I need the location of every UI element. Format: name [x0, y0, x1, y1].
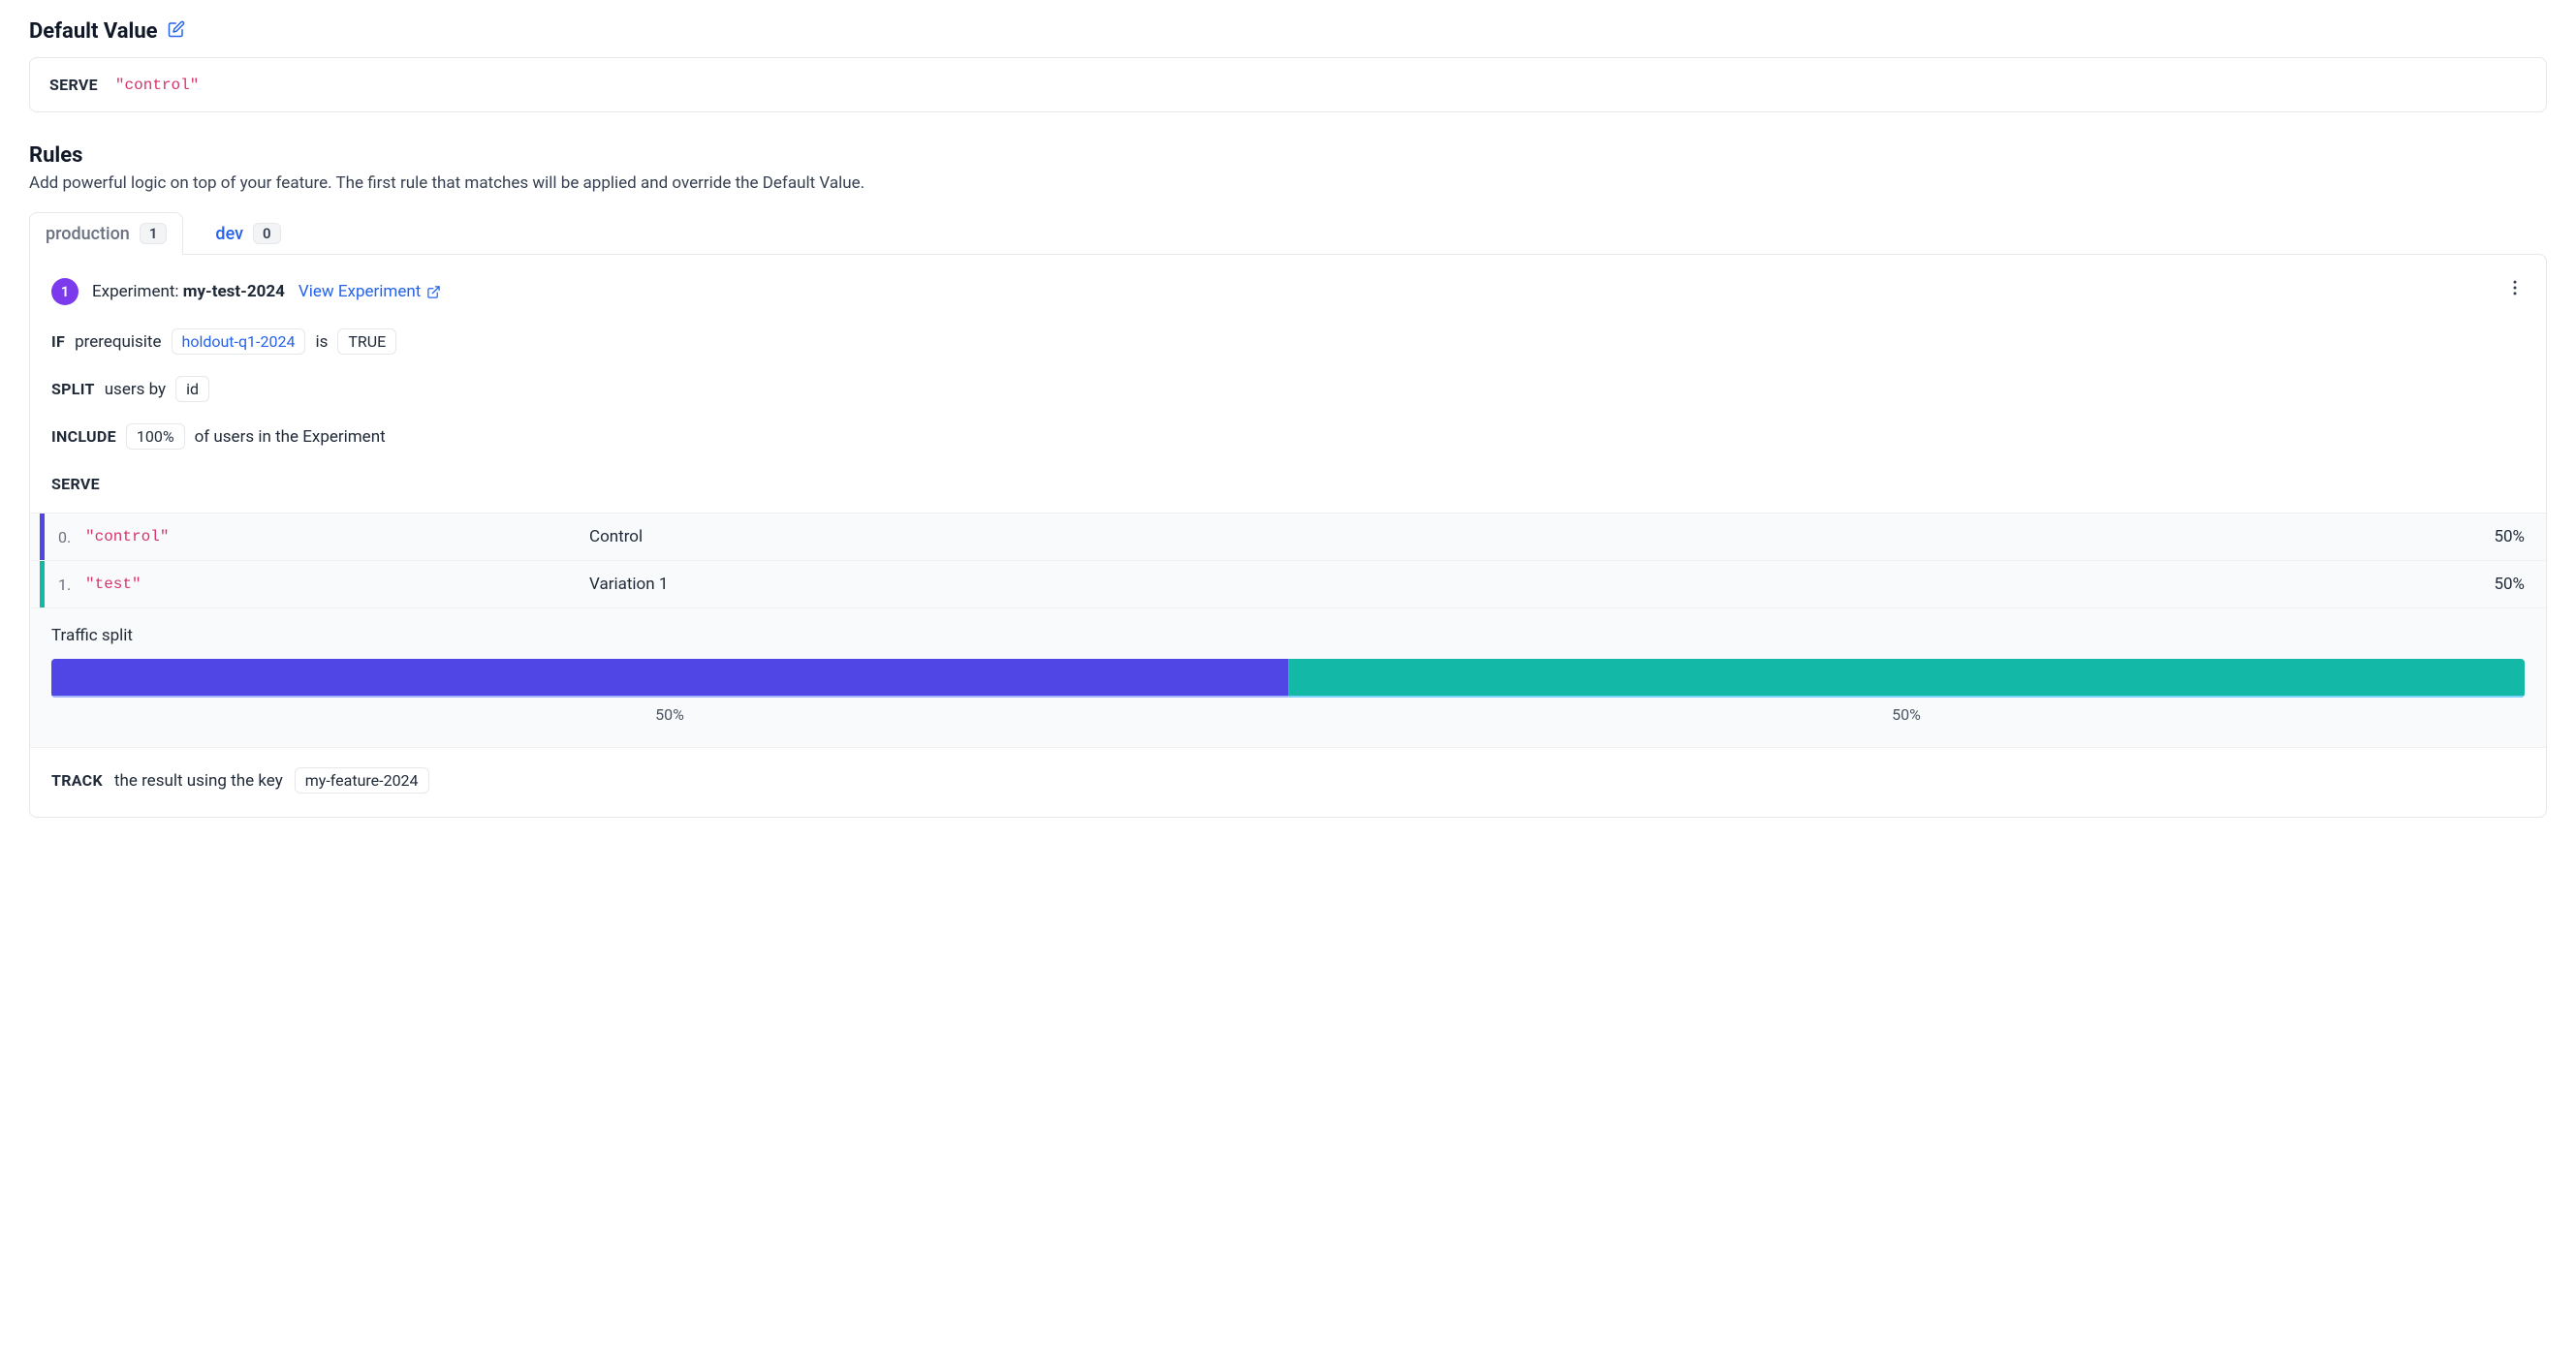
rules-panel: 1 Experiment: my-test-2024 View Experime…	[29, 254, 2547, 818]
tab-dev[interactable]: dev 0	[199, 212, 297, 255]
variation-key: "control"	[85, 528, 589, 545]
rule-title: Experiment: my-test-2024	[92, 282, 285, 301]
rule-if-line: IF prerequisite holdout-q1-2024 is TRUE	[30, 323, 2546, 360]
split-text: users by	[105, 380, 166, 399]
rule-serve-header: SERVE	[30, 465, 2546, 503]
view-experiment-text: View Experiment	[298, 282, 421, 301]
tab-label: production	[46, 224, 130, 244]
variation-percent: 50%	[2494, 575, 2525, 594]
include-keyword: INCLUDE	[51, 427, 116, 446]
rules-title: Rules	[29, 143, 2547, 168]
include-pct-chip: 100%	[126, 423, 185, 450]
tab-count-badge: 0	[253, 223, 281, 244]
default-value-box: SERVE "control"	[29, 57, 2547, 112]
variation-name: Control	[589, 527, 2494, 546]
traffic-split-bar	[51, 659, 2525, 698]
variation-name: Variation 1	[589, 575, 2494, 594]
variation-color-bar	[40, 514, 45, 560]
variation-key: "test"	[85, 576, 589, 593]
rule-track-line: TRACK the result using the key my-featur…	[30, 748, 2546, 794]
traffic-segment-label: 50%	[1288, 705, 2525, 724]
traffic-split-section: Traffic split 50%50%	[30, 608, 2546, 748]
default-value-header: Default Value	[29, 19, 2547, 44]
rule-header: 1 Experiment: my-test-2024 View Experime…	[30, 278, 2546, 305]
rules-description: Add powerful logic on top of your featur…	[29, 173, 2547, 193]
variations-list: 0."control"Control50%1."test"Variation 1…	[30, 513, 2546, 608]
is-label: is	[315, 332, 328, 352]
traffic-segment	[51, 659, 1288, 698]
traffic-split-label: Traffic split	[51, 626, 2525, 645]
view-experiment-link[interactable]: View Experiment	[298, 282, 441, 301]
tab-count-badge: 1	[140, 223, 168, 244]
split-keyword: SPLIT	[51, 380, 95, 398]
variation-index: 0.	[58, 528, 85, 546]
default-value-title: Default Value	[29, 19, 158, 44]
more-menu-icon[interactable]	[2505, 278, 2525, 302]
environment-tabs: production 1 dev 0	[29, 212, 2547, 255]
variation-row: 1."test"Variation 150%	[30, 561, 2546, 608]
prerequisite-chip[interactable]: holdout-q1-2024	[172, 328, 306, 355]
traffic-segment-label: 50%	[51, 705, 1288, 724]
variation-row: 0."control"Control50%	[30, 513, 2546, 561]
variation-percent: 50%	[2494, 527, 2525, 546]
traffic-split-labels: 50%50%	[51, 705, 2525, 724]
rule-number-badge: 1	[51, 278, 79, 305]
serve-keyword: SERVE	[49, 76, 98, 94]
include-text: of users in the Experiment	[195, 427, 386, 447]
variation-index: 1.	[58, 576, 85, 594]
split-field-chip: id	[175, 376, 209, 402]
track-key-chip: my-feature-2024	[295, 767, 429, 794]
if-value-chip: TRUE	[337, 328, 396, 355]
edit-icon[interactable]	[168, 20, 185, 43]
serve-keyword: SERVE	[51, 475, 100, 493]
traffic-segment	[1288, 659, 2525, 698]
tab-label: dev	[215, 224, 243, 244]
tab-production[interactable]: production 1	[29, 212, 183, 255]
rule-type-label: Experiment:	[92, 282, 179, 301]
track-keyword: TRACK	[51, 771, 103, 790]
if-field: prerequisite	[75, 332, 161, 352]
external-link-icon	[426, 285, 441, 299]
variation-color-bar	[40, 561, 45, 607]
default-serve-value: "control"	[115, 77, 199, 94]
if-keyword: IF	[51, 332, 65, 351]
rule-split-line: SPLIT users by id	[30, 370, 2546, 408]
rule-experiment-name: my-test-2024	[183, 282, 285, 301]
track-text: the result using the key	[114, 771, 283, 791]
rule-include-line: INCLUDE 100% of users in the Experiment	[30, 418, 2546, 455]
